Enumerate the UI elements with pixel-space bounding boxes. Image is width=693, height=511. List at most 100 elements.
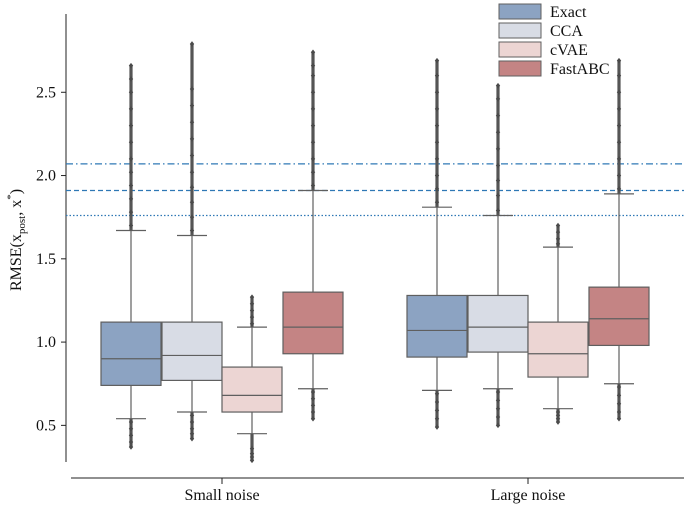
outlier-point [189, 119, 195, 126]
outlier-point [495, 405, 501, 412]
outlier-point [434, 399, 440, 405]
outlier-point [555, 415, 561, 422]
outlier-point [128, 222, 134, 229]
outlier-point [189, 136, 195, 142]
outlier-point [189, 102, 195, 109]
outlier-point [434, 172, 440, 179]
legend-swatch-exact [498, 3, 542, 20]
outlier-point [616, 415, 622, 422]
outlier-point [310, 182, 316, 189]
legend-swatch-fastabc [498, 60, 542, 77]
legend-label-cca: CCA [550, 23, 583, 40]
outlier-point [249, 300, 255, 307]
box-body [467, 294, 529, 353]
outlier-point [128, 209, 134, 215]
outlier-point [495, 96, 501, 102]
outlier-point [434, 139, 440, 146]
outlier-point [189, 152, 195, 159]
outlier-point [310, 409, 316, 415]
outlier-point [310, 415, 316, 422]
box-exact-large [406, 57, 468, 430]
y-axis-label-sup: * [5, 194, 17, 200]
outlier-point [434, 72, 440, 79]
outlier-point [189, 41, 195, 47]
y-axis-label-sub: post [16, 216, 28, 234]
outlier-point [310, 106, 316, 112]
outlier-point [310, 389, 316, 395]
box-exact-small [100, 62, 162, 450]
outlier-point [495, 112, 501, 119]
box-fastabc-large [588, 57, 650, 422]
legend-label-fastabc: FastABC [550, 61, 610, 78]
outlier-point [495, 177, 501, 184]
box-cvae-small [221, 294, 283, 464]
outlier-point [128, 122, 134, 129]
box-body [221, 366, 283, 413]
outlier-point [189, 419, 195, 425]
outlier-point [616, 392, 622, 399]
y-tick-label: 1.0 [36, 334, 56, 351]
outlier-point [495, 414, 501, 420]
outlier-point [495, 146, 501, 152]
outlier-point [495, 422, 501, 429]
outlier-point [189, 425, 195, 432]
outlier-point [128, 182, 134, 189]
outlier-point [555, 419, 561, 425]
reference-lines [66, 163, 684, 217]
y-tick-label: 2.0 [36, 168, 56, 185]
outlier-point [555, 412, 561, 419]
outlier-point [434, 122, 440, 129]
x-category-label: Small noise [184, 487, 259, 504]
outlier-point [434, 424, 440, 430]
box-body [100, 321, 162, 386]
outlier-point [189, 169, 195, 176]
y-axis-label-mid: , x [8, 200, 25, 216]
y-axis-label-main: RMSE(x [8, 234, 25, 291]
outlier-point [249, 445, 255, 452]
outlier-point [616, 139, 622, 146]
box-cvae-large [527, 222, 589, 425]
outlier-point [249, 294, 255, 300]
outlier-point [555, 241, 561, 247]
outlier-point [616, 156, 622, 162]
outlier-point [189, 227, 195, 234]
y-axis-label: RMSE(xpost, x*) [5, 189, 28, 291]
outlier-point [189, 199, 195, 205]
outlier-point [128, 156, 134, 162]
outlier-point [434, 415, 440, 422]
box-cca-small [161, 41, 223, 442]
y-tick-label: 2.5 [36, 84, 56, 101]
outlier-point [249, 320, 255, 327]
outlier-point [616, 384, 622, 390]
outlier-point [616, 89, 622, 96]
outlier-point [128, 439, 134, 445]
y-axis-label-end: ) [8, 189, 25, 194]
legend-label-cvae: cVAE [550, 42, 588, 59]
outlier-point [616, 72, 622, 79]
y-axis: 0.5 1.0 1.5 2.0 2.5 RMSE(xpost, x*) [5, 14, 67, 462]
outlier-point [310, 156, 316, 162]
outlier-point [310, 89, 316, 96]
legend-swatch-cvae [498, 41, 542, 58]
outlier-point [128, 169, 134, 176]
legend-swatch-cca [498, 22, 542, 39]
outlier-point [616, 57, 622, 64]
outlier-point [495, 192, 501, 199]
outlier-point [189, 412, 195, 419]
legend-label-exact: Exact [550, 4, 587, 21]
outlier-point [310, 395, 316, 402]
outlier-point [249, 450, 255, 457]
outlier-point [249, 454, 255, 460]
outlier-point [495, 207, 501, 214]
outlier-point [555, 409, 561, 415]
outlier-point [616, 106, 622, 112]
outlier-point [128, 425, 134, 432]
outlier-point [310, 122, 316, 129]
outlier-point [310, 139, 316, 146]
box-body [161, 321, 223, 381]
x-ticks: Small noise Large noise [184, 478, 565, 504]
outlier-point [128, 196, 134, 202]
outlier-point [128, 444, 134, 450]
outlier-point [189, 214, 195, 220]
